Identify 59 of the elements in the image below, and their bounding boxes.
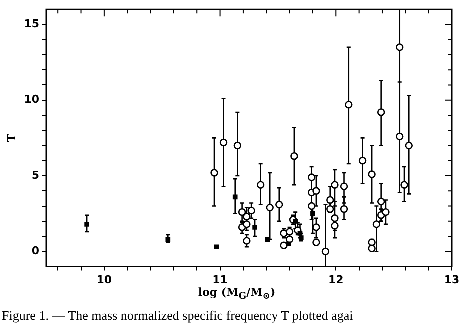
y-tick-label: 15	[24, 18, 40, 31]
point	[396, 132, 404, 141]
point	[286, 242, 292, 247]
point	[331, 181, 339, 189]
point	[377, 198, 386, 206]
point	[368, 170, 376, 178]
point	[252, 225, 258, 230]
point	[243, 220, 251, 228]
x-axis-title: log (M$_{G}$/M$_{⊙}$)	[197, 286, 277, 302]
point	[84, 222, 90, 227]
point	[331, 214, 339, 222]
point	[243, 213, 251, 221]
point	[322, 248, 330, 256]
point	[220, 138, 228, 147]
point	[243, 237, 251, 245]
point	[345, 101, 353, 109]
point	[248, 206, 256, 215]
point	[326, 205, 334, 214]
point	[214, 244, 220, 250]
point	[290, 152, 298, 160]
point	[298, 236, 304, 240]
point	[166, 237, 171, 242]
point	[340, 205, 348, 214]
point	[377, 108, 386, 116]
point	[312, 238, 320, 246]
point	[286, 228, 294, 236]
point	[276, 200, 284, 209]
y-axis-title: T	[5, 133, 18, 142]
point	[331, 222, 339, 230]
point	[340, 182, 348, 190]
point	[232, 194, 238, 200]
point	[326, 196, 334, 204]
point	[266, 204, 274, 212]
y-tick-label: 10	[24, 93, 40, 106]
point	[310, 211, 316, 216]
point	[368, 244, 376, 252]
point	[312, 187, 320, 196]
point	[308, 174, 316, 182]
point	[358, 157, 367, 165]
y-tick-label: 5	[32, 168, 40, 182]
x-tick-label: 13	[444, 273, 460, 286]
point	[293, 218, 298, 224]
point	[238, 208, 246, 216]
point	[400, 181, 408, 189]
y-tick-label: 0	[32, 244, 40, 258]
caption: Figure 1. — The mass normalized specific frequency T plotted agai	[2, 308, 354, 324]
x-tick-label: 12	[328, 273, 344, 286]
point	[405, 142, 413, 150]
point	[396, 44, 404, 52]
point	[234, 142, 242, 150]
point	[382, 208, 390, 216]
x-tick-label: 11	[212, 273, 228, 286]
point	[210, 169, 218, 177]
point	[298, 231, 303, 236]
x-tick-label: 10	[96, 273, 112, 286]
point	[312, 224, 320, 232]
point	[308, 202, 316, 210]
point	[372, 220, 381, 228]
point	[256, 181, 265, 189]
